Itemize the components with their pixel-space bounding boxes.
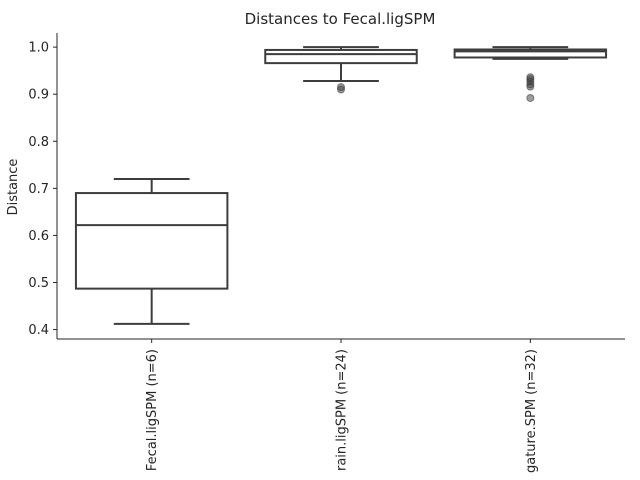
x-tick-label: gature.SPM (n=32) xyxy=(524,349,539,473)
y-tick-label: 0.6 xyxy=(28,229,49,244)
iqr-box xyxy=(74,192,229,290)
y-axis-label: Distance xyxy=(6,159,21,216)
outlier-point xyxy=(337,83,345,92)
outlier-point xyxy=(526,73,535,82)
y-tick-label: 0.8 xyxy=(28,135,49,150)
y-tick-label: 0.5 xyxy=(28,276,49,291)
outlier-point xyxy=(526,93,535,102)
iqr-box xyxy=(264,48,418,65)
y-tick-label: 0.9 xyxy=(28,88,49,103)
iqr-box xyxy=(453,48,608,59)
plot-area: 0.4 0.5 0.6 0.7 0.8 0.9 1.0 Fecal.ligSPM (n=6) r… xyxy=(28,33,625,473)
chart-title: Distances to Fecal.ligSPM xyxy=(245,10,436,28)
y-tick-label: 0.4 xyxy=(28,323,49,338)
y-tick-label: 0.7 xyxy=(28,182,49,197)
y-tick-label: 1.0 xyxy=(28,41,49,56)
x-tick-label: rain.ligSPM (n=24) xyxy=(335,349,350,471)
x-tick-label: Fecal.ligSPM (n=6) xyxy=(145,349,160,471)
